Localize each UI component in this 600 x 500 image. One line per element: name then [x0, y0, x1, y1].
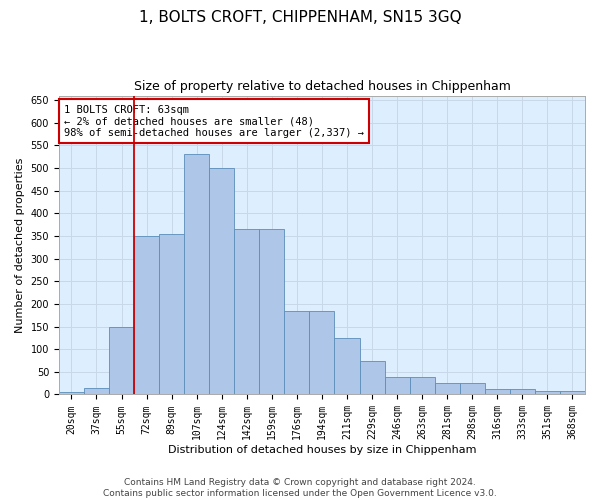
Bar	[209, 168, 234, 394]
Bar	[284, 310, 310, 394]
Bar	[259, 229, 284, 394]
Bar	[510, 389, 535, 394]
Text: 1, BOLTS CROFT, CHIPPENHAM, SN15 3GQ: 1, BOLTS CROFT, CHIPPENHAM, SN15 3GQ	[139, 10, 461, 25]
Bar	[310, 310, 334, 394]
Bar	[184, 154, 209, 394]
Bar	[234, 229, 259, 394]
Bar	[434, 383, 460, 394]
Bar	[385, 378, 410, 394]
Y-axis label: Number of detached properties: Number of detached properties	[15, 158, 25, 332]
Bar	[59, 392, 84, 394]
Bar	[485, 389, 510, 394]
Bar	[535, 391, 560, 394]
Bar	[134, 236, 159, 394]
Bar	[560, 391, 585, 394]
Bar	[359, 360, 385, 394]
X-axis label: Distribution of detached houses by size in Chippenham: Distribution of detached houses by size …	[168, 445, 476, 455]
Bar	[460, 383, 485, 394]
Bar	[109, 326, 134, 394]
Bar	[410, 378, 434, 394]
Text: 1 BOLTS CROFT: 63sqm
← 2% of detached houses are smaller (48)
98% of semi-detach: 1 BOLTS CROFT: 63sqm ← 2% of detached ho…	[64, 104, 364, 138]
Text: Contains HM Land Registry data © Crown copyright and database right 2024.
Contai: Contains HM Land Registry data © Crown c…	[103, 478, 497, 498]
Bar	[159, 234, 184, 394]
Title: Size of property relative to detached houses in Chippenham: Size of property relative to detached ho…	[134, 80, 511, 93]
Bar	[84, 388, 109, 394]
Bar	[334, 338, 359, 394]
